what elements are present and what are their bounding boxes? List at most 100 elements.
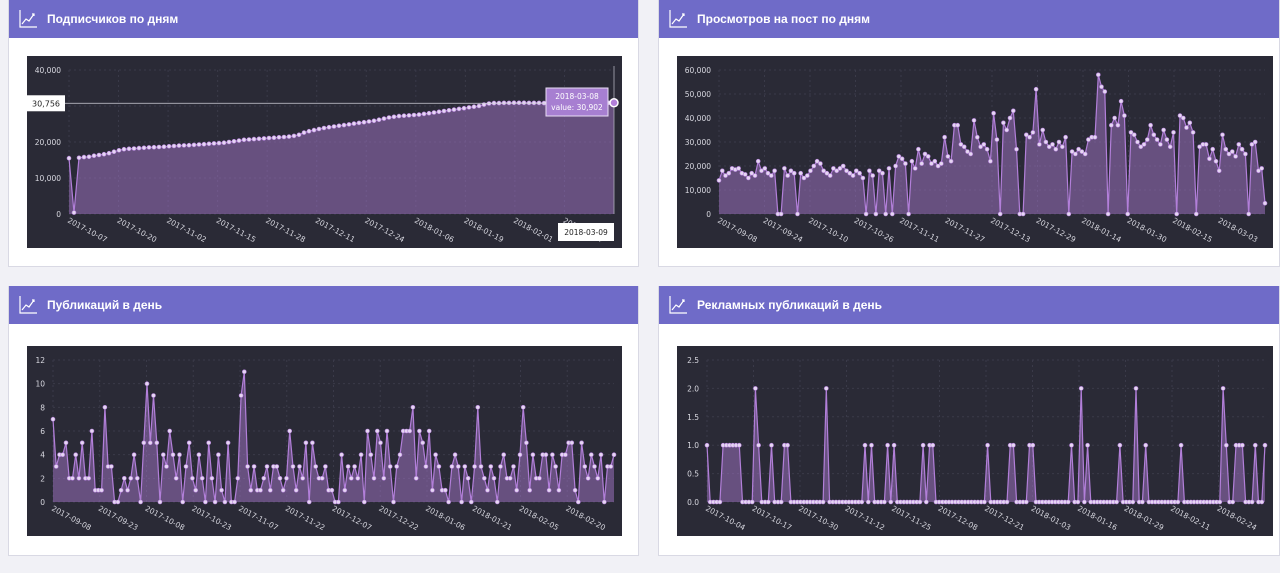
data-point[interactable] bbox=[1040, 127, 1046, 133]
data-point[interactable] bbox=[798, 170, 803, 176]
data-point[interactable] bbox=[716, 178, 722, 183]
data-point[interactable] bbox=[361, 119, 367, 125]
data-point[interactable] bbox=[1216, 168, 1222, 174]
data-point[interactable] bbox=[530, 452, 536, 457]
data-point[interactable] bbox=[86, 154, 92, 160]
data-point[interactable] bbox=[968, 151, 974, 157]
data-point[interactable] bbox=[961, 144, 967, 150]
data-point[interactable] bbox=[232, 499, 237, 505]
data-point[interactable] bbox=[199, 476, 205, 481]
data-point[interactable] bbox=[772, 168, 777, 174]
data-point[interactable] bbox=[1014, 146, 1019, 152]
data-point[interactable] bbox=[70, 476, 75, 481]
data-point[interactable] bbox=[886, 166, 892, 171]
data-point[interactable] bbox=[131, 452, 137, 457]
data-point[interactable] bbox=[1138, 144, 1144, 150]
data-point[interactable] bbox=[261, 476, 267, 481]
data-point[interactable] bbox=[1236, 142, 1242, 147]
data-point[interactable] bbox=[778, 211, 784, 217]
data-point[interactable] bbox=[226, 139, 232, 145]
data-point[interactable] bbox=[241, 137, 247, 143]
data-point[interactable] bbox=[281, 134, 287, 140]
data-point[interactable] bbox=[190, 476, 195, 481]
data-point[interactable] bbox=[932, 158, 938, 164]
data-point[interactable] bbox=[511, 100, 517, 106]
data-point[interactable] bbox=[462, 464, 468, 469]
data-point[interactable] bbox=[122, 476, 127, 481]
data-point[interactable] bbox=[161, 452, 166, 457]
data-point[interactable] bbox=[488, 464, 494, 469]
data-point[interactable] bbox=[306, 499, 312, 505]
data-point[interactable] bbox=[572, 487, 578, 493]
data-point[interactable] bbox=[116, 148, 122, 153]
data-point[interactable] bbox=[1010, 108, 1016, 114]
data-point[interactable] bbox=[441, 108, 447, 114]
data-point[interactable] bbox=[891, 442, 897, 448]
data-point[interactable] bbox=[997, 211, 1003, 217]
data-point[interactable] bbox=[1053, 146, 1059, 152]
data-point[interactable] bbox=[79, 440, 85, 446]
data-point[interactable] bbox=[1115, 122, 1121, 128]
data-point[interactable] bbox=[151, 393, 156, 398]
data-point[interactable] bbox=[994, 137, 1000, 142]
data-point[interactable] bbox=[736, 442, 742, 448]
data-point[interactable] bbox=[329, 487, 335, 493]
data-point[interactable] bbox=[1252, 442, 1258, 448]
data-point[interactable] bbox=[365, 428, 370, 434]
data-point[interactable] bbox=[216, 140, 222, 146]
data-point[interactable] bbox=[906, 211, 911, 217]
data-point[interactable] bbox=[1177, 113, 1183, 118]
data-point[interactable] bbox=[1056, 139, 1062, 145]
data-point[interactable] bbox=[582, 464, 588, 469]
data-point[interactable] bbox=[193, 487, 198, 493]
data-point[interactable] bbox=[876, 168, 882, 174]
data-point[interactable] bbox=[1262, 442, 1268, 448]
data-point[interactable] bbox=[726, 170, 732, 176]
data-point[interactable] bbox=[501, 452, 507, 457]
data-point[interactable] bbox=[420, 440, 426, 446]
data-point[interactable] bbox=[516, 100, 522, 106]
data-point[interactable] bbox=[1118, 98, 1124, 104]
data-point[interactable] bbox=[948, 158, 954, 164]
data-point[interactable] bbox=[824, 386, 829, 391]
data-point[interactable] bbox=[242, 369, 247, 375]
data-point[interactable] bbox=[491, 476, 497, 481]
data-point[interactable] bbox=[795, 211, 800, 217]
data-point[interactable] bbox=[183, 464, 189, 469]
data-point[interactable] bbox=[466, 105, 472, 110]
data-point[interactable] bbox=[339, 452, 344, 457]
data-point[interactable] bbox=[1246, 211, 1252, 217]
data-point[interactable] bbox=[102, 404, 108, 410]
data-point[interactable] bbox=[595, 476, 601, 481]
data-point[interactable] bbox=[791, 170, 797, 176]
data-point[interactable] bbox=[945, 154, 951, 159]
data-point[interactable] bbox=[537, 476, 542, 481]
data-point[interactable] bbox=[321, 125, 327, 131]
data-point[interactable] bbox=[608, 464, 614, 469]
data-point[interactable] bbox=[1079, 149, 1085, 154]
data-point[interactable] bbox=[261, 136, 267, 141]
data-point[interactable] bbox=[955, 122, 961, 128]
data-point[interactable] bbox=[1004, 127, 1010, 133]
data-point[interactable] bbox=[924, 499, 929, 505]
data-point[interactable] bbox=[136, 145, 142, 151]
data-point[interactable] bbox=[371, 476, 377, 481]
data-point[interactable] bbox=[755, 158, 761, 164]
data-point[interactable] bbox=[1117, 442, 1123, 448]
data-point[interactable] bbox=[164, 464, 169, 469]
data-point[interactable] bbox=[1220, 132, 1225, 138]
data-point[interactable] bbox=[293, 487, 299, 493]
data-point[interactable] bbox=[521, 100, 527, 106]
chart-plot[interactable]: 0 10,000 20,000 30,000 40,000 50,000 60,000 201… bbox=[677, 56, 1273, 248]
subscribers-chart[interactable]: 010,00020,00030,00040,0002017-10-072017-… bbox=[27, 56, 622, 248]
data-point[interactable] bbox=[219, 487, 224, 493]
data-point[interactable] bbox=[863, 211, 869, 217]
data-point[interactable] bbox=[1046, 144, 1052, 150]
data-point[interactable] bbox=[507, 476, 513, 481]
data-point[interactable] bbox=[235, 476, 241, 481]
data-point[interactable] bbox=[177, 452, 182, 457]
data-point[interactable] bbox=[115, 499, 121, 505]
data-point[interactable] bbox=[1069, 149, 1075, 154]
data-point[interactable] bbox=[416, 112, 422, 117]
data-point[interactable] bbox=[912, 166, 918, 171]
